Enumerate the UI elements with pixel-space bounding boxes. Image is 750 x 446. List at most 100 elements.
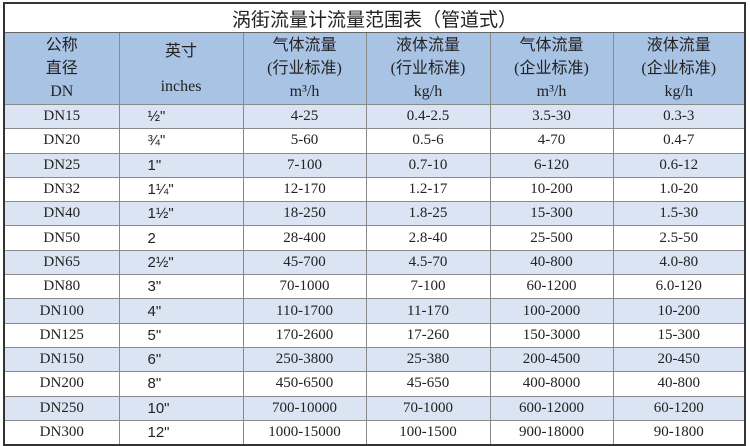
cell-gas-enterprise: 3.5-30 [489, 103, 614, 130]
header-line: 英寸 [164, 42, 197, 60]
cell-liquid-industry: 0.4-2.5 [365, 103, 491, 130]
header-line: 公称 [45, 37, 78, 54]
cell-inches: 4" [118, 298, 244, 324]
header-line: 液体流量 [395, 37, 460, 54]
cell-liquid-industry: 25-380 [365, 346, 491, 373]
header-line: 直径 [45, 60, 78, 77]
cell-gas-industry: 7-100 [242, 152, 367, 178]
cell-liquid-enterprise: 1.5-30 [612, 201, 746, 227]
table-row: DN300 12" 1000-15000 100-1500 900-18000 90-18… [3, 419, 746, 446]
cell-gas-enterprise: 600-12000 [489, 395, 614, 421]
cell-liquid-enterprise: 4.0-80 [612, 249, 746, 276]
header-line: 气体流量 [272, 37, 337, 54]
cell-dn: DN200 [3, 371, 120, 397]
cell-inches: 12" [118, 419, 244, 446]
cell-liquid-enterprise: 0.3-3 [612, 103, 746, 130]
cell-dn: DN250 [3, 395, 120, 421]
table-row: DN32 1¼" 12-170 1.2-17 10-200 1.0-20 [3, 176, 746, 203]
cell-inches: 6" [118, 346, 244, 373]
cell-liquid-enterprise: 10-200 [612, 298, 746, 324]
table-row: DN25 1" 7-100 0.7-10 6-120 0.6-12 [3, 152, 746, 178]
cell-dn: DN80 [3, 274, 120, 300]
cell-dn: DN100 [3, 298, 120, 324]
header-row: 公称 直径 DN 英寸 inches 气体流量 (行业标准) m³/h 液体流量 (行业标准) kg… [3, 32, 746, 105]
header-line: (行业标准) [390, 60, 466, 77]
cell-gas-enterprise: 15-300 [489, 201, 614, 227]
cell-liquid-industry: 11-170 [365, 298, 491, 324]
cell-inches: 5" [118, 322, 244, 348]
header-inches: 英寸 inches [118, 32, 244, 105]
cell-liquid-enterprise: 20-450 [612, 346, 746, 373]
header-dn: 公称直径 DN [3, 32, 120, 105]
cell-liquid-industry: 2.8-40 [365, 225, 491, 251]
cell-liquid-enterprise: 0.4-7 [612, 128, 746, 154]
cell-liquid-industry: 17-260 [365, 322, 491, 348]
cell-dn: DN32 [3, 176, 120, 203]
cell-gas-industry: 1000-15000 [242, 419, 367, 446]
cell-inches: 3" [118, 274, 244, 300]
cell-gas-enterprise: 150-3000 [489, 322, 614, 348]
cell-liquid-industry: 4.5-70 [365, 249, 491, 276]
cell-liquid-enterprise: 0.6-12 [612, 152, 746, 178]
cell-gas-industry: 28-400 [242, 225, 367, 251]
cell-gas-industry: 110-1700 [242, 298, 367, 324]
table-row: DN125 5" 170-2600 17-260 150-3000 15-300 [3, 322, 746, 348]
cell-gas-industry: 4-25 [242, 103, 367, 130]
cell-inches: 2½" [118, 249, 244, 276]
cell-gas-enterprise: 40-800 [489, 249, 614, 276]
header-liquid-enterprise: 液体流量 (企业标准) kg/h [612, 32, 746, 105]
cell-gas-enterprise: 200-4500 [489, 346, 614, 373]
header-line: m³/h [289, 83, 320, 100]
table-row: DN15 ½" 4-25 0.4-2.5 3.5-30 0.3-3 [3, 103, 746, 130]
cell-dn: DN50 [3, 225, 120, 251]
header-line: kg/h [664, 83, 693, 100]
table-row: DN80 3" 70-1000 7-100 60-1200 6.0-120 [3, 274, 746, 300]
table-row: DN250 10" 700-10000 70-1000 600-12000 60-1200 [3, 395, 746, 421]
cell-inches: ¾" [118, 128, 244, 154]
cell-liquid-industry: 1.8-25 [365, 201, 491, 227]
cell-liquid-enterprise: 90-1800 [612, 419, 746, 446]
cell-inches: 1½" [118, 201, 244, 227]
cell-gas-industry: 700-10000 [242, 395, 367, 421]
cell-inches: 8" [118, 371, 244, 397]
cell-gas-enterprise: 6-120 [489, 152, 614, 178]
cell-liquid-enterprise: 1.0-20 [612, 176, 746, 203]
cell-inches: 1" [118, 152, 244, 178]
header-line: inches [160, 77, 202, 95]
cell-dn: DN300 [3, 419, 120, 446]
table-row: DN20 ¾" 5-60 0.5-6 4-70 0.4-7 [3, 128, 746, 154]
header-line: kg/h [413, 83, 443, 100]
cell-dn: DN150 [3, 346, 120, 373]
table-row: DN50 2 28-400 2.8-40 25-500 2.5-50 [3, 225, 746, 251]
table-title: 涡街流量计流量范围表（管道式） [3, 2, 746, 33]
table-row: DN150 6" 250-3800 25-380 200-4500 20-450 [3, 346, 746, 373]
cell-liquid-industry: 100-1500 [365, 419, 491, 446]
header-line: DN [50, 83, 74, 100]
cell-gas-industry: 450-6500 [242, 371, 367, 397]
cell-liquid-industry: 7-100 [365, 274, 491, 300]
cell-liquid-industry: 45-650 [365, 371, 491, 397]
table-row: DN40 1½" 18-250 1.8-25 15-300 1.5-30 [3, 201, 746, 227]
cell-gas-industry: 70-1000 [242, 274, 367, 300]
cell-gas-industry: 45-700 [242, 249, 367, 276]
cell-liquid-industry: 1.2-17 [365, 176, 491, 203]
cell-liquid-industry: 0.5-6 [365, 128, 491, 154]
header-line: 液体流量 [646, 37, 711, 54]
cell-inches: ½" [118, 103, 244, 130]
cell-dn: DN65 [3, 249, 120, 276]
header-gas-industry: 气体流量 (行业标准) m³/h [242, 32, 367, 105]
cell-liquid-enterprise: 15-300 [612, 322, 746, 348]
cell-gas-enterprise: 100-2000 [489, 298, 614, 324]
header-line: (企业标准) [641, 60, 717, 77]
cell-gas-industry: 170-2600 [242, 322, 367, 348]
header-liquid-industry: 液体流量 (行业标准) kg/h [365, 32, 491, 105]
cell-dn: DN40 [3, 201, 120, 227]
cell-gas-industry: 5-60 [242, 128, 367, 154]
cell-gas-industry: 250-3800 [242, 346, 367, 373]
cell-gas-enterprise: 4-70 [489, 128, 614, 154]
cell-liquid-enterprise: 2.5-50 [612, 225, 746, 251]
cell-gas-enterprise: 60-1200 [489, 274, 614, 300]
cell-gas-industry: 12-170 [242, 176, 367, 203]
cell-liquid-enterprise: 60-1200 [612, 395, 746, 421]
cell-liquid-enterprise: 6.0-120 [612, 274, 746, 300]
